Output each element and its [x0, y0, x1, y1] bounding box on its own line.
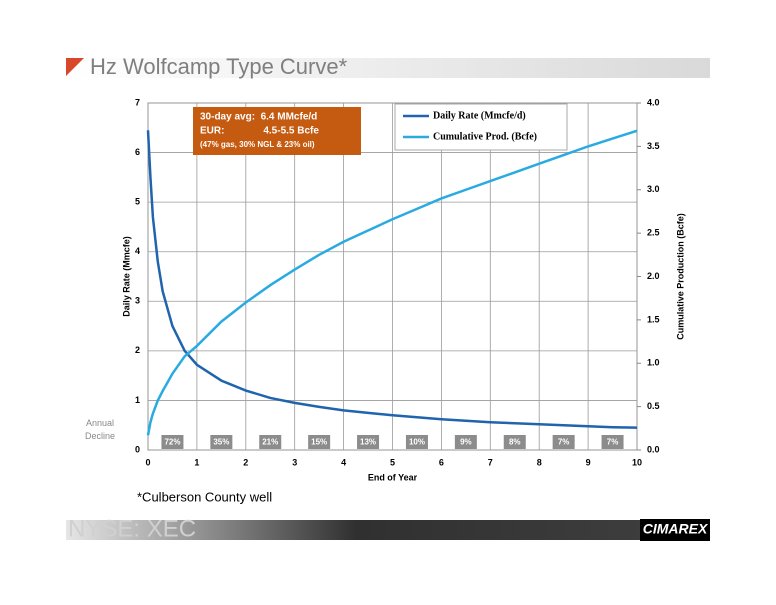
y-tick-label: 2	[135, 345, 140, 355]
annotation-box	[193, 107, 361, 155]
x-tick-label: 2	[243, 457, 248, 467]
logo: CIMAREX	[643, 521, 709, 537]
annotation-text: 30-day avg: 6.4 MMcfe/d	[200, 112, 317, 123]
y-axis-label: Daily Rate (Mmcfe)	[121, 236, 131, 317]
x-tick-label: 7	[488, 457, 493, 467]
decline-value: 10%	[409, 438, 425, 447]
y-tick-label: 6	[135, 147, 140, 157]
decline-label: Annual Decline	[85, 418, 115, 441]
decline-box	[259, 435, 282, 449]
y-tick-label: 4	[135, 246, 140, 256]
decline-box	[357, 435, 380, 449]
decline-value: 13%	[360, 438, 376, 447]
decline-value: 35%	[213, 438, 229, 447]
decline-value: 15%	[311, 438, 327, 447]
decline-box	[503, 435, 526, 449]
y-tick-label: 0	[135, 444, 140, 454]
series-line	[146, 129, 638, 436]
y-tick-label: 5	[135, 197, 140, 207]
slide-title: Hz Wolfcamp Type Curve*	[90, 54, 348, 79]
decline-value: 7%	[558, 438, 570, 447]
annotation-text: (47% gas, 30% NGL & 23% oil)	[200, 140, 315, 149]
y-tick-label: 3	[135, 296, 140, 306]
x-tick-label: 10	[632, 457, 642, 467]
decline-value: 21%	[262, 438, 278, 447]
decline-box	[405, 435, 428, 449]
y-tick-label: 1	[135, 395, 140, 405]
x-tick-label: 8	[537, 457, 542, 467]
y2-tick-label: 2.5	[647, 228, 660, 238]
decline-box	[210, 435, 233, 449]
y2-tick-label: 0.0	[647, 444, 660, 454]
series-line	[146, 130, 638, 429]
annotation-text: EUR: 4.5-5.5 Bcfe	[200, 126, 319, 137]
decline-box	[601, 435, 624, 449]
x-tick-label: 6	[439, 457, 444, 467]
y-tick-label: 7	[135, 97, 140, 107]
x-tick-label: 9	[586, 457, 591, 467]
x-axis-label: End of Year	[368, 472, 418, 482]
decline-box	[161, 435, 184, 449]
y2-tick-label: 1.5	[647, 314, 660, 324]
decline-value: 9%	[460, 438, 472, 447]
y2-tick-label: 3.5	[647, 141, 660, 151]
decline-box	[454, 435, 477, 449]
footnote: *Culberson County well	[137, 489, 272, 504]
x-tick-label: 3	[292, 457, 297, 467]
x-tick-label: 0	[145, 457, 150, 467]
decline-value: 72%	[164, 438, 180, 447]
logo-box	[640, 519, 710, 541]
decline-value: 7%	[607, 438, 619, 447]
y2-axis-label: Cumulative Production (Bcfe)	[675, 213, 685, 340]
x-tick-label: 1	[194, 457, 199, 467]
decline-box	[308, 435, 331, 449]
decline-value: 8%	[509, 438, 521, 447]
y2-tick-label: 4.0	[647, 97, 660, 107]
legend-label: Daily Rate (Mmcfe/d)	[433, 110, 526, 121]
y2-tick-label: 1.0	[647, 358, 660, 368]
x-tick-label: 4	[341, 457, 346, 467]
y2-tick-label: 2.0	[647, 271, 660, 281]
footer-bar	[66, 520, 710, 540]
chart: 0 1 2 3 4 5 6 7 8 9 10 0 1 2 3 4 5 6 7 0.0 0.5 1.0 1.5 2.0 2.5 3.…	[85, 97, 685, 482]
y2-tick-label: 0.5	[647, 401, 660, 411]
title-bar	[66, 58, 710, 78]
legend-box	[394, 103, 568, 151]
y2-tick-label: 3.0	[647, 184, 660, 194]
legend-label: Cumulative Prod. (Bcfe)	[433, 131, 537, 142]
title-triangle	[66, 58, 84, 76]
x-tick-label: 5	[390, 457, 395, 467]
ticker: NYSE: XEC	[68, 515, 196, 542]
decline-box	[552, 435, 575, 449]
